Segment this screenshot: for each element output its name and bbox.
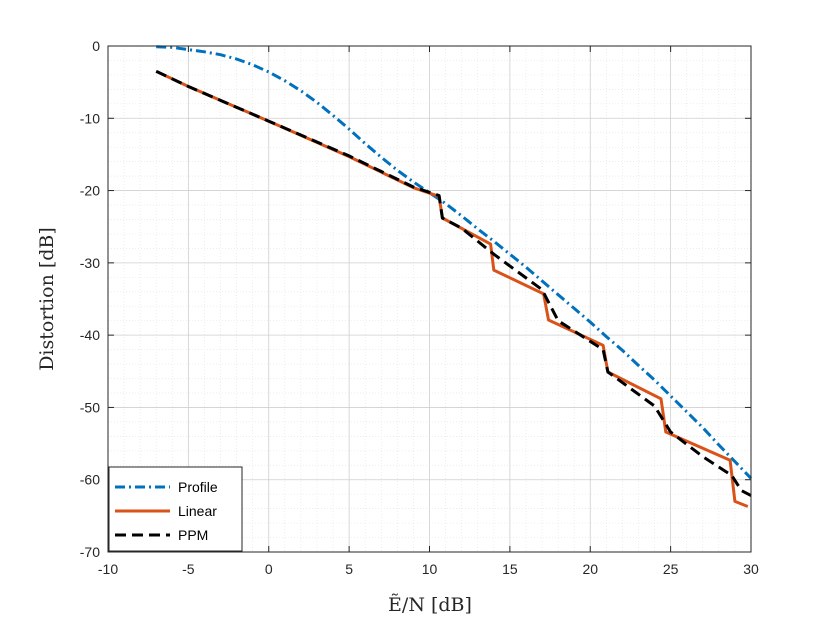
x-tick-label: 20 <box>582 561 598 577</box>
ticks: -10 -5 0 5 10 15 20 25 300-10-20-30-40-50-60-70 <box>80 38 759 577</box>
y-tick-label: -70 <box>80 544 100 560</box>
x-tick-label: 5 <box>345 561 353 577</box>
x-tick-label: 15 <box>502 561 518 577</box>
y-tick-label: -40 <box>80 327 100 343</box>
y-tick-label: -10 <box>80 110 100 126</box>
y-tick-label: -60 <box>80 472 100 488</box>
y-axis-label: Distortion [dB] <box>36 227 58 371</box>
x-tick-label: 10 <box>422 561 438 577</box>
y-tick-label: -30 <box>80 255 100 271</box>
x-tick-label: 30 <box>743 561 759 577</box>
legend-label-ppm: PPM <box>178 527 208 543</box>
x-tick-label: 25 <box>663 561 679 577</box>
x-tick-label: -10 <box>98 561 118 577</box>
x-tick-label: 0 <box>265 561 273 577</box>
legend-label-linear: Linear <box>178 503 217 519</box>
series-line-ppm <box>155 69 752 497</box>
legend: Profile Linear PPM <box>108 466 243 552</box>
series-line-profile <box>156 45 753 480</box>
x-tick-label: -5 <box>182 561 195 577</box>
y-tick-label: -50 <box>80 399 100 415</box>
y-tick-label: -20 <box>80 183 100 199</box>
x-axis-label: Ẽ/N [dB] <box>388 594 472 616</box>
y-tick-label: 0 <box>92 38 100 54</box>
legend-label-profile: Profile <box>178 479 218 495</box>
series-group <box>155 45 753 508</box>
legend-box <box>108 466 243 552</box>
